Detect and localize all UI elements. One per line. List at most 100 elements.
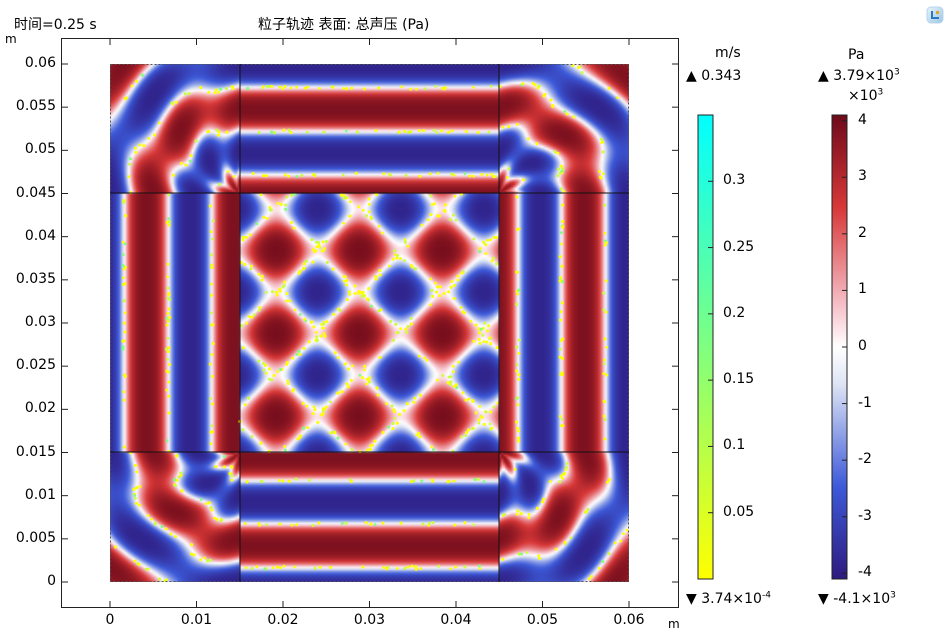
particle: [604, 279, 608, 283]
particle: [435, 131, 439, 135]
particle: [350, 379, 353, 382]
particle: [189, 154, 193, 158]
particle: [211, 402, 214, 406]
particle: [403, 567, 407, 570]
app-logo-icon[interactable]: [926, 6, 944, 24]
particle: [302, 347, 306, 350]
particle: [559, 474, 563, 478]
particle: [344, 521, 348, 525]
particle: [391, 427, 395, 430]
particle: [603, 418, 607, 421]
particle: [121, 283, 125, 286]
particle: [263, 567, 267, 571]
particle: [476, 131, 480, 134]
particle: [306, 85, 310, 89]
particle: [218, 183, 222, 186]
particle: [354, 171, 358, 175]
particle: [393, 249, 396, 253]
particle: [515, 369, 519, 373]
particle: [368, 202, 371, 206]
particle: [429, 213, 433, 217]
y-tick-label: 0.01: [24, 486, 56, 503]
particle: [122, 398, 126, 402]
particle: [563, 110, 567, 113]
particle: [563, 471, 567, 475]
particle: [291, 356, 294, 360]
particle: [320, 249, 324, 253]
particle: [429, 303, 432, 307]
particle: [517, 338, 521, 342]
particle: [135, 79, 139, 83]
particle: [214, 88, 218, 92]
particle: [517, 436, 520, 440]
particle: [410, 265, 414, 269]
particle: [517, 552, 521, 556]
particle: [345, 298, 349, 301]
particle: [364, 521, 368, 525]
particle: [179, 471, 183, 475]
particle: [469, 319, 473, 323]
particle: [258, 306, 262, 309]
particle: [377, 224, 381, 228]
particle: [556, 174, 560, 178]
particle: [283, 85, 287, 88]
particle: [423, 356, 426, 360]
particle: [133, 494, 136, 497]
particle: [490, 259, 494, 263]
particle: [516, 403, 520, 407]
particle: [477, 327, 481, 331]
particle: [331, 85, 335, 89]
x-tick-label: 0.04: [440, 612, 472, 628]
x-tick-label: 0: [105, 612, 115, 628]
particle: [561, 357, 564, 360]
particle: [522, 178, 525, 182]
particle: [207, 501, 211, 505]
particle: [265, 85, 269, 88]
particle: [515, 420, 518, 424]
particle: [353, 292, 357, 295]
particle: [281, 479, 285, 483]
particle: [167, 394, 171, 398]
particle: [559, 318, 562, 322]
particle: [370, 304, 373, 308]
particle: [255, 222, 259, 226]
particle: [257, 131, 261, 134]
particle: [286, 382, 290, 385]
speed-colorbar-unit: m/s: [715, 45, 741, 61]
particle: [403, 238, 407, 242]
particle: [431, 295, 435, 298]
y-tick-label: 0.045: [15, 184, 56, 201]
particle: [419, 567, 422, 571]
particle: [452, 370, 455, 374]
particle: [285, 299, 288, 303]
particle: [398, 413, 402, 416]
particle: [380, 231, 384, 235]
particle: [415, 433, 419, 437]
particle: [356, 130, 359, 134]
particle: [297, 271, 301, 275]
particle: [311, 524, 315, 527]
particle: [410, 322, 413, 326]
particle: [289, 131, 293, 135]
particle: [127, 175, 131, 179]
particle: [516, 512, 519, 516]
particle: [374, 275, 378, 279]
particle: [418, 174, 422, 178]
particle: [602, 414, 606, 418]
particle: [460, 435, 463, 439]
particle: [369, 215, 373, 219]
speed-colorbar-tick-label: 0.25: [723, 238, 755, 255]
particle: [560, 424, 563, 427]
particle: [264, 371, 268, 375]
particle: [122, 299, 126, 303]
particle: [398, 257, 402, 260]
y-tick-label: 0.025: [15, 357, 56, 374]
particle: [436, 172, 440, 175]
particle: [340, 193, 343, 197]
particle: [395, 256, 398, 260]
particle: [363, 87, 366, 91]
y-axis-unit: m: [5, 32, 17, 46]
particle: [240, 261, 243, 264]
pressure-colorbar-max: ▲ 3.79×103: [818, 67, 900, 84]
